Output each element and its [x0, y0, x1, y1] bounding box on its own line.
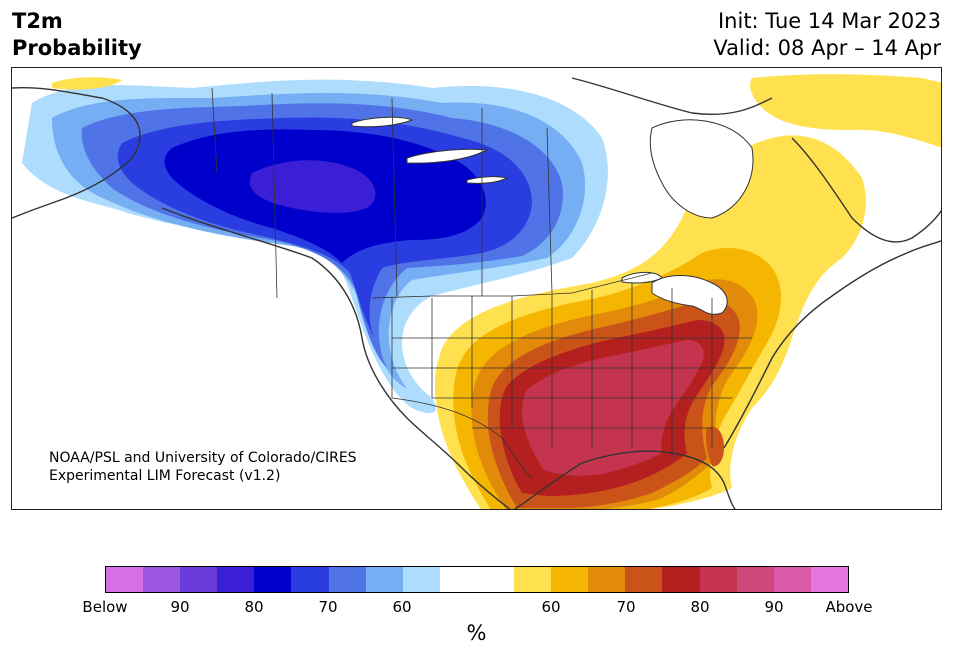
province-borders — [271, 92, 553, 299]
atlantic-coast — [723, 240, 941, 449]
great-lakes — [651, 275, 728, 315]
credit-line-2: Experimental LIM Forecast (v1.2) — [49, 468, 281, 484]
colorbar-ticks: Below 90 80 70 60 60 70 80 90 Above — [82, 598, 872, 620]
colorbar-segment — [365, 567, 403, 592]
political-borders — [211, 87, 752, 479]
pacific-coast — [12, 86, 511, 509]
map-canvas — [12, 74, 941, 509]
title-product: Probability — [12, 36, 142, 60]
colorbar-segment — [810, 567, 848, 592]
valid-range: Valid: 08 Apr – 14 Apr — [713, 36, 941, 60]
colorbar-tick-label: 60 — [541, 598, 561, 616]
title-variable: T2m — [12, 9, 63, 33]
coastlines — [12, 77, 941, 509]
colorbar-tick-label: 90 — [170, 598, 190, 616]
colorbar-segment — [476, 567, 515, 592]
credit-line-1: NOAA/PSL and University of Colorado/CIRE… — [49, 450, 357, 466]
colorbar-tick-label: 80 — [244, 598, 264, 616]
colorbar-tick-label: 70 — [616, 598, 636, 616]
colorbar-unit: % — [466, 621, 487, 645]
alaska-border — [211, 87, 218, 174]
gulf-coast — [513, 450, 736, 509]
colorbar-segment — [291, 567, 329, 592]
colorbar-tick-label: Below — [82, 598, 128, 616]
colorbar-tick-label: 80 — [690, 598, 710, 616]
colorbar-segment — [328, 567, 366, 592]
colorbar-segment — [699, 567, 737, 592]
canada-us-border — [371, 272, 653, 299]
colorbar-segment — [217, 567, 255, 592]
lakes-west-3 — [466, 176, 509, 184]
forecast-dates: Init: Tue 14 Mar 2023 Valid: 08 Apr – 14… — [713, 8, 941, 62]
lake-superior — [621, 271, 663, 284]
colorbar-segment — [143, 567, 181, 592]
colorbar-tick-label: Above — [825, 598, 873, 616]
colorbar-segment — [254, 567, 292, 592]
colorbar-segment — [551, 567, 589, 592]
colorbar — [105, 566, 849, 593]
colorbar-tick-label: 90 — [764, 598, 784, 616]
forecast-map — [11, 67, 942, 510]
colorbar-segment — [106, 567, 144, 592]
colorbar-segment — [439, 567, 477, 592]
colorbar-segment — [588, 567, 626, 592]
warm-florida-region — [705, 426, 724, 467]
warm-60-ne-region — [750, 74, 941, 148]
cold-85-region — [249, 160, 376, 213]
data-credit: NOAA/PSL and University of Colorado/CIRE… — [49, 449, 357, 485]
state-borders — [391, 283, 752, 458]
arctic-coast — [571, 77, 941, 243]
water-bodies — [351, 116, 754, 315]
mexico-border — [391, 397, 533, 479]
figure-title: T2m Probability — [12, 8, 142, 62]
colorbar-tick-label: 60 — [392, 598, 412, 616]
colorbar-segment — [773, 567, 811, 592]
colorbar-segment — [180, 567, 218, 592]
colorbar-segment — [662, 567, 700, 592]
lakes-west-2 — [406, 148, 489, 164]
colorbar-segment — [514, 567, 552, 592]
warm-60-coast-region — [52, 77, 122, 90]
warm-85-region — [522, 340, 704, 476]
colorbar-segment — [625, 567, 663, 592]
colorbar-segment — [402, 567, 440, 592]
hudson-bay — [649, 119, 754, 219]
init-date: Init: Tue 14 Mar 2023 — [717, 9, 941, 33]
colorbar-segment — [736, 567, 774, 592]
colorbar-tick-label: 70 — [318, 598, 338, 616]
lakes-west-1 — [351, 116, 414, 128]
